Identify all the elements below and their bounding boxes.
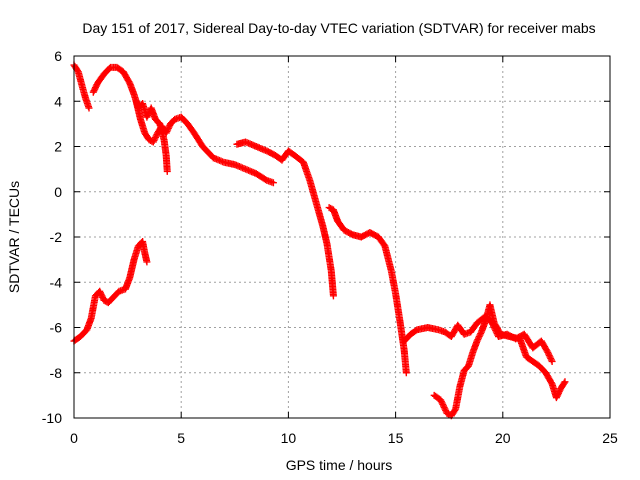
y-tick-label: -2: [50, 229, 63, 245]
x-tick-label: 20: [495, 430, 511, 446]
data-point: [85, 104, 93, 112]
data-point: [143, 258, 151, 266]
y-tick-label: 2: [54, 139, 62, 155]
data-point: [329, 292, 337, 300]
y-tick-label: 4: [54, 93, 62, 109]
x-tick-label: 0: [70, 430, 78, 446]
data-point: [402, 369, 410, 377]
axis-ticks: 0 5 10 15 20 25 -10 -8 -6 -4 -2 0 2 4 6: [42, 48, 618, 446]
series-arc-2: [89, 63, 171, 175]
y-axis-label: SDTVAR / TECUs: [6, 181, 22, 293]
y-tick-label: -10: [42, 410, 62, 426]
data-point: [561, 378, 569, 386]
grid-lines: [74, 56, 610, 418]
series-arc-4: [233, 138, 337, 300]
chart-title: Day 151 of 2017, Sidereal Day-to-day VTE…: [82, 20, 595, 36]
data-point: [548, 357, 556, 365]
y-tick-label: 6: [54, 48, 62, 64]
data-point: [547, 356, 555, 364]
y-tick-label: -8: [50, 365, 63, 381]
data-point: [163, 167, 171, 175]
x-tick-label: 10: [281, 430, 297, 446]
x-tick-label: 5: [177, 430, 185, 446]
series-arc-8: [70, 238, 151, 345]
data-marks: [70, 61, 569, 420]
y-tick-label: -4: [50, 274, 63, 290]
data-point: [560, 379, 568, 387]
x-tick-label: 25: [602, 430, 618, 446]
series-arc-3: [132, 97, 277, 187]
y-tick-label: -6: [50, 320, 63, 336]
x-axis-label: GPS time / hours: [286, 457, 393, 473]
series-arc-7: [430, 301, 569, 420]
data-point: [269, 179, 277, 187]
series-arc-5: [325, 204, 410, 377]
y-tick-label: 0: [54, 184, 62, 200]
x-tick-label: 15: [388, 430, 404, 446]
